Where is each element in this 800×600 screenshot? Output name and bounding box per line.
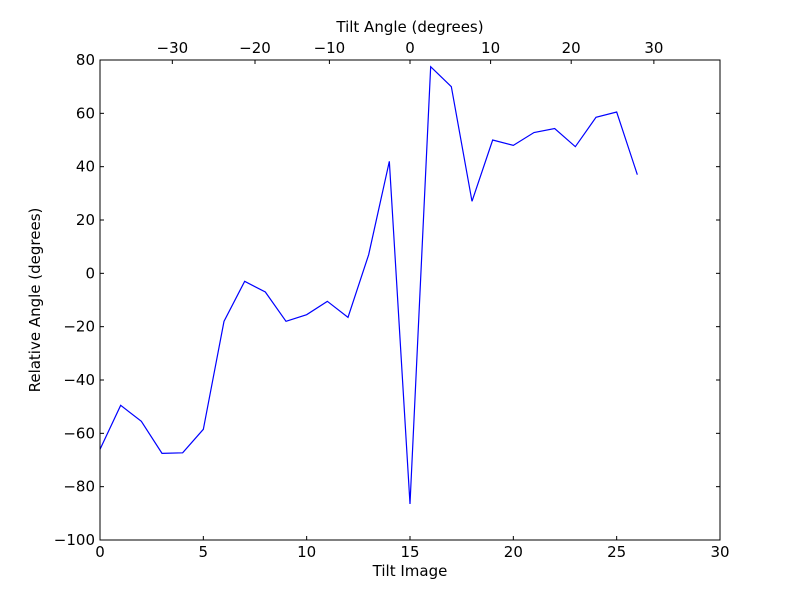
y-tick-label: 20: [76, 211, 95, 229]
x-tick-label: 15: [400, 543, 419, 561]
top-tick-label: 20: [562, 39, 581, 57]
y-axis-label: Relative Angle (degrees): [26, 208, 44, 393]
x-tick-label: 5: [199, 543, 209, 561]
x-tick-label: 20: [504, 543, 523, 561]
series-line-0: [99, 65, 638, 505]
y-tick-label: 80: [76, 51, 95, 69]
x-tick-label: 10: [297, 543, 316, 561]
y-tick-label: −20: [63, 318, 95, 336]
top-axis-label: Tilt Angle (degrees): [335, 18, 483, 36]
chart-marks: [99, 65, 638, 505]
y-tick-label: 0: [85, 264, 95, 282]
plot-area: [100, 60, 720, 540]
y-tick-label: 40: [76, 158, 95, 176]
y-tick-label: −100: [54, 531, 95, 549]
x-tick-label: 0: [95, 543, 105, 561]
y-tick-label: −60: [63, 424, 95, 442]
y-tick-label: −40: [63, 371, 95, 389]
axis-ticks: 0 5 10 15 20 25 30−100−80−60−40−20020406080−30…: [54, 39, 730, 561]
y-tick-label: 60: [76, 104, 95, 122]
top-tick-label: 10: [481, 39, 500, 57]
x-tick-label: 30: [710, 543, 729, 561]
x-tick-label: 25: [607, 543, 626, 561]
top-tick-label: −30: [157, 39, 189, 57]
top-tick-label: −10: [314, 39, 346, 57]
top-tick-label: 0: [405, 39, 415, 57]
x-axis-label: Tilt Image: [372, 562, 448, 580]
y-tick-label: −80: [63, 478, 95, 496]
top-tick-label: 30: [644, 39, 663, 57]
top-tick-label: −20: [239, 39, 271, 57]
